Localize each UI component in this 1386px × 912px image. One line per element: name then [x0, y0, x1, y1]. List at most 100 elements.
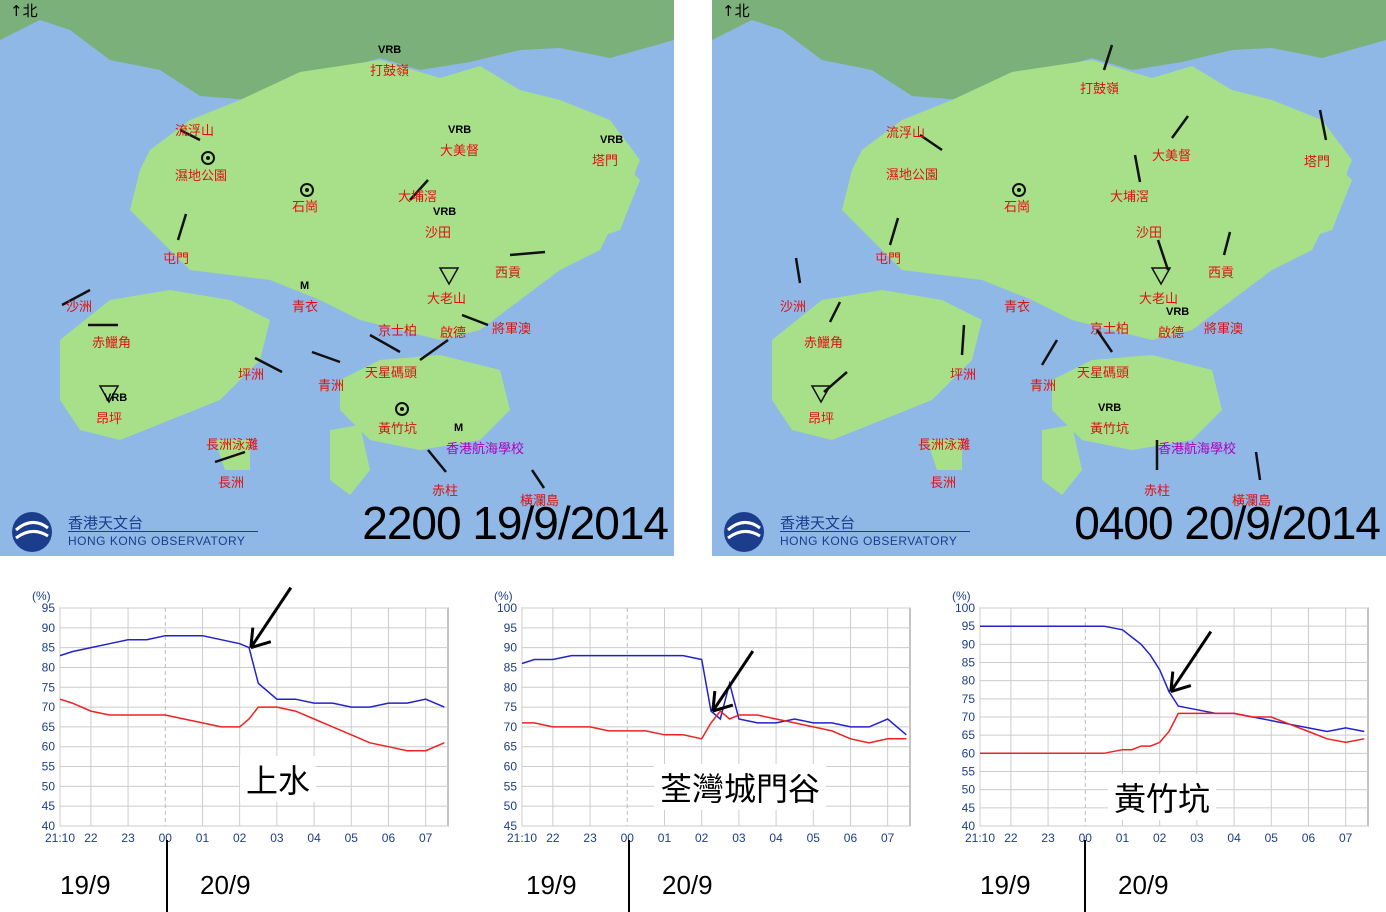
y-tick-label: 100 — [955, 601, 975, 615]
arrow-head-a — [250, 640, 272, 650]
station-label: 石崗 — [292, 200, 319, 215]
date-label-1: 19/9 — [60, 870, 111, 900]
station-label: 青洲 — [1030, 379, 1057, 394]
y-unit-label: (%) — [32, 589, 51, 603]
annotation-arrow — [1169, 630, 1213, 694]
y-tick-label: 90 — [42, 621, 56, 635]
station-label: 屯門 — [163, 252, 190, 267]
series-line-red — [980, 712, 1365, 755]
mainland-shape — [712, 0, 1386, 100]
x-tick-label: 21:10 — [507, 831, 537, 845]
new-territories-shape — [130, 60, 640, 340]
x-tick-label: 05 — [807, 831, 821, 845]
lantau-shape — [772, 290, 982, 440]
x-tick-label: 22 — [1004, 831, 1018, 845]
station-label: 沙田 — [425, 226, 452, 241]
x-tick-label: 07 — [881, 831, 895, 845]
x-tick-label: 00 — [159, 831, 173, 845]
y-tick-label: 45 — [962, 801, 976, 815]
hko-name-en: HONG KONG OBSERVATORY — [780, 534, 958, 548]
date-label-2: 20/9 — [200, 870, 251, 900]
y-tick-label: 40 — [42, 819, 56, 833]
y-tick-label: 75 — [42, 680, 56, 694]
station-label: 昂坪 — [96, 412, 123, 427]
station-badge: VRB — [104, 392, 128, 404]
y-tick-label: 50 — [962, 783, 976, 797]
x-tick-label: 03 — [1190, 831, 1204, 845]
station-label: 西貢 — [1208, 266, 1235, 281]
saikung-islands-shape — [560, 150, 640, 240]
y-tick-label: 50 — [504, 799, 518, 813]
station-label: 沙田 — [1136, 226, 1163, 241]
hko-emblem-icon — [724, 512, 764, 552]
hk-island-shape — [340, 355, 510, 450]
station-label: 大老山 — [1139, 292, 1179, 307]
y-tick-label: 60 — [504, 760, 518, 774]
x-tick-label: 22 — [546, 831, 560, 845]
station-label: 青衣 — [292, 300, 319, 315]
station-label: 石崗 — [1004, 200, 1031, 215]
arrow-head-b — [249, 627, 255, 648]
x-tick-label: 23 — [121, 831, 135, 845]
map-panel-left: ↑北 VRB 打鼓嶺 流浮山 濕地公園 石崗 VRB 大美督 VRB 塔門 大埔滘 VRB 沙田 屯門西… — [0, 0, 674, 556]
map-svg-left — [0, 0, 674, 495]
y-tick-label: 90 — [504, 641, 518, 655]
station-label: 沙洲 — [780, 300, 807, 315]
cheung-chau-shape — [927, 440, 962, 470]
station-label: 坪洲 — [238, 368, 265, 383]
station-label: 濕地公園 — [175, 169, 228, 184]
station-name-label: 荃灣城門谷 — [654, 764, 827, 810]
station-label: 濕地公園 — [886, 168, 939, 183]
y-tick-label: 55 — [504, 779, 518, 793]
station-label: 黃竹坑 — [378, 422, 418, 437]
station-badge: M — [454, 422, 464, 434]
lantau-shape — [60, 290, 270, 440]
x-tick-label: 05 — [1265, 831, 1279, 845]
hk-island-shape — [1052, 355, 1222, 450]
north-indicator: ↑北 — [722, 2, 750, 20]
x-tick-label: 06 — [382, 831, 396, 845]
arrow-head-b — [1169, 671, 1175, 692]
station-label: 啟德 — [440, 326, 467, 341]
station-label: 流浮山 — [175, 124, 215, 139]
station-label: 大美督 — [1152, 149, 1192, 164]
station-label: 赤鱲角 — [804, 336, 844, 351]
x-tick-label: 22 — [84, 831, 98, 845]
y-tick-label: 50 — [42, 779, 56, 793]
chart-panel-1: 40 45 50 55 60 65 70 75 80 85 90 95 (%) 21:10 22 23 00 01… — [22, 578, 452, 912]
station-label: 大美督 — [440, 144, 480, 159]
station-label: 天星碼頭 — [1077, 366, 1130, 381]
station-label: 大埔滘 — [1110, 190, 1150, 205]
station-label: 坪洲 — [950, 368, 977, 383]
x-tick-label: 07 — [1339, 831, 1353, 845]
wind-barbs-right — [794, 44, 1328, 481]
arrow-head-a — [712, 703, 734, 713]
hko-divider — [780, 531, 970, 532]
date-separator — [1084, 840, 1086, 912]
y-tick-label: 65 — [504, 740, 518, 754]
arrow-shaft — [711, 650, 755, 712]
station-badge: M — [300, 280, 310, 292]
y-tick-label: 75 — [962, 692, 976, 706]
x-tick-label: 05 — [345, 831, 359, 845]
chart-panel-3: 40 45 50 55 60 65 70 75 80 85 90 95 100 (%) 21:10 22 23 0… — [942, 578, 1382, 912]
station-label: 屯門 — [875, 252, 902, 267]
station-label: 赤柱 — [432, 484, 459, 499]
y-tick-label: 55 — [42, 760, 56, 774]
series-line-red — [522, 710, 907, 744]
lamma-shape — [330, 425, 370, 495]
x-tick-label: 07 — [419, 831, 433, 845]
station-label: 塔門 — [1304, 155, 1331, 170]
x-tick-label: 03 — [270, 831, 284, 845]
y-tick-label: 70 — [42, 700, 56, 714]
humidity-chart-2: 45 50 55 60 65 70 75 80 85 90 95 100(%) 21:10 22 23 00 0… — [494, 589, 911, 845]
y-tick-label: 95 — [962, 619, 976, 633]
station-label: 長洲泳灘 — [206, 438, 259, 453]
station-label: 香港航海學校 — [446, 442, 525, 457]
hko-name-cn: 香港天文台 — [68, 514, 144, 532]
date-label-1: 19/9 — [526, 870, 577, 900]
y-tick-label: 95 — [42, 601, 56, 615]
station-name-label: 上水 — [240, 756, 317, 802]
series-line-red — [59, 698, 445, 752]
x-tick-label: 01 — [196, 831, 210, 845]
